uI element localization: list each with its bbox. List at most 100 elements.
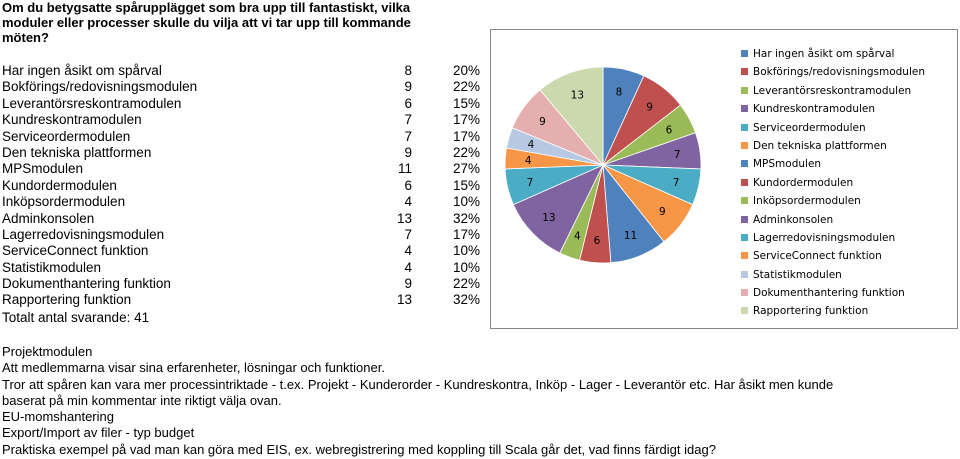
- legend-label: Bokförings/redovisningsmodulen: [753, 66, 925, 79]
- row-percent: 20%: [452, 63, 480, 78]
- comment-line: Export/Import av filer - typ budget: [2, 425, 195, 441]
- table-row: Kundordermodulen 6 15%: [2, 178, 482, 194]
- row-percent: 15%: [452, 177, 480, 193]
- legend-item: Dokumenthantering funktion: [741, 284, 957, 302]
- row-count: 9: [404, 276, 412, 292]
- legend-label: Har ingen åsikt om spårval: [753, 48, 895, 60]
- row-label: MPSmodulen: [2, 161, 84, 177]
- legend-label: Adminkonsolen: [753, 213, 834, 226]
- table-row: Lagerredovisningsmodulen 7 17%: [2, 227, 482, 243]
- legend-item: Serviceordermodulen: [741, 119, 957, 137]
- row-label: Lagerredovisningsmodulen: [2, 226, 165, 242]
- row-percent: 10%: [452, 194, 480, 210]
- pie-data-label: 4: [574, 230, 581, 242]
- legend-label: Dokumenthantering funktion: [753, 287, 905, 300]
- legend-swatch: [741, 233, 748, 241]
- comment-line: Tror att spåren kan vara mer processintr…: [2, 376, 834, 408]
- row-count: 11: [397, 161, 412, 177]
- legend-swatch: [741, 141, 748, 149]
- legend-swatch: [741, 270, 748, 278]
- pie-data-label: 4: [525, 155, 532, 167]
- table-row: Leverantörsreskontramodulen 6 15%: [2, 96, 482, 112]
- table-row: MPSmodulen 11 27%: [2, 161, 482, 177]
- row-count: 7: [404, 112, 412, 128]
- legend-item: Inköpsordermodulen: [741, 192, 957, 210]
- row-count: 4: [404, 243, 412, 259]
- row-percent: 32%: [452, 292, 480, 308]
- legend-item: Har ingen åsikt om spårval: [741, 45, 957, 63]
- row-label: Inköpsordermodulen: [2, 194, 126, 210]
- row-count: 6: [404, 177, 412, 193]
- pie-data-label: 6: [594, 235, 601, 247]
- legend-item: Adminkonsolen: [741, 211, 957, 229]
- legend-label: ServiceConnect funktion: [753, 250, 882, 263]
- row-percent: 32%: [452, 210, 480, 226]
- pie-data-label: 9: [659, 206, 666, 218]
- row-label: Kundordermodulen: [2, 177, 117, 193]
- pie-data-label: 9: [646, 101, 653, 113]
- legend-swatch: [741, 160, 748, 168]
- table-row: Har ingen åsikt om spårval 8 20%: [2, 63, 482, 79]
- pie-data-label: 7: [674, 149, 681, 161]
- legend-label: Rapportering funktion: [753, 305, 869, 318]
- row-percent: 22%: [452, 144, 480, 160]
- row-count: 13: [396, 292, 412, 308]
- legend-item: MPSmodulen: [741, 155, 957, 173]
- chart-legend: Har ingen åsikt om spårval Bokförings/red…: [741, 45, 957, 321]
- legend-label: MPSmodulen: [753, 158, 822, 171]
- row-count: 9: [404, 79, 412, 95]
- table-row: Serviceordermodulen 7 17%: [2, 129, 482, 145]
- table-row: Adminkonsolen 13 32%: [2, 211, 482, 227]
- pie-slice: [539, 66, 604, 167]
- legend-swatch: [741, 252, 748, 260]
- legend-item: Lagerredovisningsmodulen: [741, 229, 957, 247]
- comment-line: Att medlemmarna visar sina erfarenheter,…: [2, 360, 385, 376]
- legend-swatch: [741, 178, 748, 186]
- legend-swatch: [741, 307, 748, 315]
- row-percent: 17%: [452, 226, 480, 242]
- pie-data-label: 11: [624, 230, 637, 242]
- row-label: Leverantörsreskontramodulen: [2, 95, 182, 111]
- pie-data-label: 13: [542, 212, 555, 224]
- legend-item: ServiceConnect funktion: [741, 247, 957, 265]
- legend-swatch: [741, 50, 748, 57]
- row-label: Bokförings/redovisningsmodulen: [2, 79, 198, 95]
- table-row: Bokförings/redovisningsmodulen 9 22%: [2, 79, 482, 95]
- row-percent: 10%: [452, 259, 480, 275]
- comment-line: Praktiska exempel på vad man kan göra me…: [2, 441, 716, 457]
- legend-item: Statistikmodulen: [741, 266, 957, 284]
- row-label: Den tekniska plattformen: [2, 144, 152, 160]
- table-row: ServiceConnect funktion 4 10%: [2, 243, 482, 259]
- legend-item: Leverantörsreskontramodulen: [741, 82, 957, 100]
- row-percent: 22%: [452, 79, 480, 95]
- legend-label: Statistikmodulen: [753, 268, 842, 281]
- legend-label: Leverantörsreskontramodulen: [753, 84, 912, 97]
- row-percent: 22%: [452, 276, 480, 292]
- row-label: Rapportering funktion: [2, 292, 132, 308]
- pie-data-label: 13: [571, 90, 584, 102]
- legend-label: Serviceordermodulen: [753, 121, 866, 134]
- legend-label: Lagerredovisningsmodulen: [753, 231, 896, 244]
- comment-line: EU-momshantering: [2, 409, 114, 425]
- row-label: Statistikmodulen: [2, 259, 102, 275]
- question-title: Om du betygsatte spårupplägget som bra u…: [2, 0, 411, 45]
- table-row: Rapportering funktion 13 32%: [2, 292, 482, 308]
- table-row: Kundreskontramodulen 7 17%: [2, 112, 482, 128]
- pie-data-label: 7: [527, 177, 534, 189]
- legend-item: Kundreskontramodulen: [741, 100, 957, 118]
- row-percent: 10%: [452, 243, 480, 259]
- row-count: 9: [404, 144, 412, 160]
- row-label: ServiceConnect funktion: [2, 243, 149, 259]
- legend-item: Kundordermodulen: [741, 174, 957, 192]
- table-row: Den tekniska plattformen 9 22%: [2, 145, 482, 161]
- row-label: Serviceordermodulen: [2, 128, 131, 144]
- legend-item: Rapportering funktion: [741, 302, 957, 320]
- legend-swatch: [741, 68, 748, 76]
- legend-label: Kundordermodulen: [753, 176, 854, 189]
- row-label: Adminkonsolen: [2, 210, 95, 226]
- pie-data-label: 4: [528, 139, 535, 151]
- row-count: 4: [404, 194, 412, 210]
- legend-item: Bokförings/redovisningsmodulen: [741, 63, 957, 81]
- pie-data-label: 6: [666, 124, 673, 136]
